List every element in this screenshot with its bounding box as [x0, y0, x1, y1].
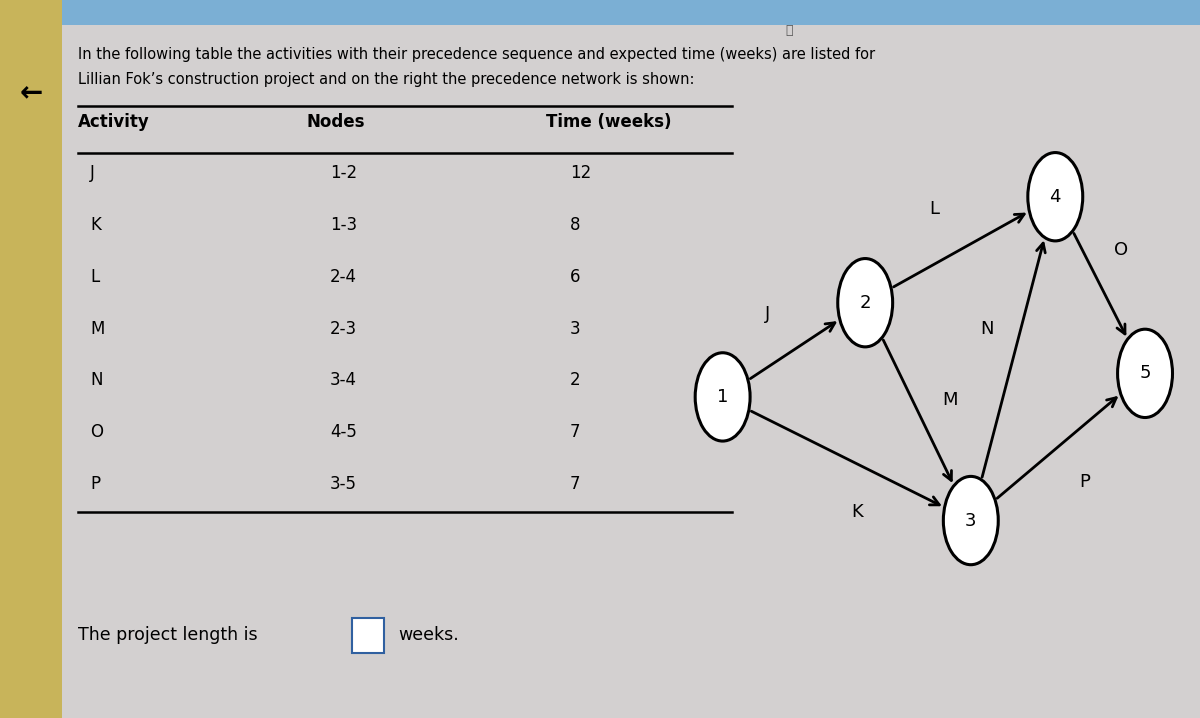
Text: 3-5: 3-5	[330, 475, 358, 493]
Text: P: P	[1079, 473, 1090, 491]
Ellipse shape	[943, 477, 998, 564]
Text: In the following table the activities with their precedence sequence and expecte: In the following table the activities wi…	[78, 47, 875, 62]
Bar	[352, 618, 384, 653]
Text: 2-3: 2-3	[330, 320, 358, 337]
Text: Time (weeks): Time (weeks)	[546, 113, 672, 131]
Text: 1-3: 1-3	[330, 216, 358, 234]
Ellipse shape	[1028, 152, 1082, 241]
Text: Nodes: Nodes	[306, 113, 365, 131]
Bar	[0, 0, 1200, 25]
Text: 1: 1	[716, 388, 728, 406]
Ellipse shape	[695, 353, 750, 441]
Text: O: O	[1115, 241, 1128, 258]
Text: 12: 12	[570, 164, 592, 182]
Text: M: M	[90, 320, 104, 337]
Text: K: K	[852, 503, 863, 521]
Text: 8: 8	[570, 216, 581, 234]
Text: 7: 7	[570, 475, 581, 493]
Text: 5: 5	[1139, 364, 1151, 383]
Text: 2: 2	[859, 294, 871, 312]
Text: 4-5: 4-5	[330, 423, 356, 441]
Text: 3: 3	[570, 320, 581, 337]
Text: 6: 6	[570, 268, 581, 286]
Text: ←: ←	[19, 80, 43, 107]
Text: 1-2: 1-2	[330, 164, 358, 182]
Text: 4: 4	[1050, 187, 1061, 206]
Text: 2-4: 2-4	[330, 268, 358, 286]
Text: ⧅: ⧅	[786, 24, 793, 37]
Text: weeks.: weeks.	[398, 626, 460, 645]
Text: L: L	[90, 268, 100, 286]
Text: O: O	[90, 423, 103, 441]
Ellipse shape	[838, 258, 893, 347]
Text: N: N	[90, 371, 102, 389]
Text: L: L	[929, 200, 938, 218]
Text: 3: 3	[965, 511, 977, 530]
Text: 7: 7	[570, 423, 581, 441]
Text: K: K	[90, 216, 101, 234]
Text: P: P	[90, 475, 100, 493]
Ellipse shape	[1117, 329, 1172, 418]
Text: J: J	[764, 305, 770, 324]
Text: Activity: Activity	[78, 113, 150, 131]
Text: N: N	[980, 320, 994, 338]
Text: J: J	[90, 164, 95, 182]
Text: The project length is: The project length is	[78, 626, 258, 645]
Bar	[0, 0, 62, 718]
Text: 2: 2	[570, 371, 581, 389]
Text: 3-4: 3-4	[330, 371, 358, 389]
Text: Lillian Fok’s construction project and on the right the precedence network is sh: Lillian Fok’s construction project and o…	[78, 72, 695, 87]
Text: M: M	[942, 391, 958, 409]
